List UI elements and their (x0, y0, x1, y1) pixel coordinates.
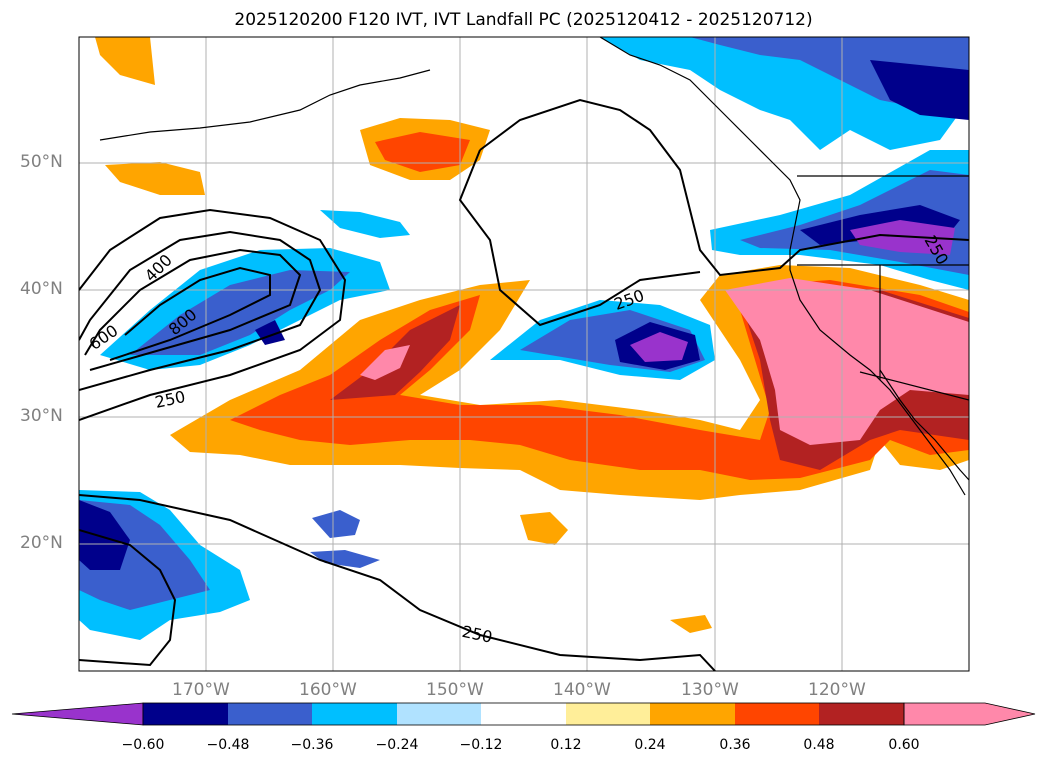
colorbar-extend-max (903, 702, 1036, 726)
ar-pink-west (360, 345, 410, 380)
orange-patch-west (105, 162, 205, 195)
orange-patch-corner (95, 37, 155, 85)
colorbar-bin (735, 703, 819, 725)
colorbar-bin (228, 703, 312, 725)
ivt-contours (79, 98, 969, 671)
ar-pink-core (725, 278, 969, 445)
lon-label: 170°W (172, 680, 230, 700)
colorbar-tick-label: −0.24 (375, 737, 419, 753)
colorbar-frame (142, 702, 905, 726)
lon-label: 150°W (426, 680, 484, 700)
blue-field-hawaii-2 (310, 550, 380, 568)
lat-label: 50°N (20, 152, 63, 172)
lat-label: 20°N (20, 533, 63, 553)
lat-label: 40°N (20, 279, 63, 299)
colorbar-tick-label: −0.60 (121, 737, 165, 753)
red-patch-north (375, 132, 470, 172)
contour-800 (109, 266, 271, 361)
lon-label: 130°W (681, 680, 739, 700)
contour-250-north (79, 208, 347, 421)
colorbar-tick-label: 0.48 (803, 737, 835, 753)
colorbar-tick-label: −0.36 (290, 737, 334, 753)
colorbar-bin (397, 703, 481, 725)
colorbar-tick-label: 0.24 (634, 737, 666, 753)
colorbar-bin (819, 703, 904, 725)
navy-field-north (870, 60, 969, 120)
orange-patch-south-2 (670, 615, 712, 633)
colorbar-tick-label: 0.60 (888, 737, 920, 753)
blue-field-hawaii (312, 510, 360, 538)
purple-field-central (630, 332, 688, 362)
colorbar-tick-label: −0.48 (206, 737, 250, 753)
colorbar-bin (650, 703, 735, 725)
ivt-shading (79, 37, 969, 640)
coastlines (99, 37, 969, 496)
colorbar-tick-label: 0.12 (550, 737, 582, 753)
contour-250-south (79, 494, 716, 671)
purple-field-oregon (850, 220, 955, 255)
contour-600 (84, 248, 302, 371)
orange-patch-south (520, 512, 568, 545)
colorbar-bin (566, 703, 650, 725)
lat-label: 30°N (20, 406, 63, 426)
colorbar-bin (312, 703, 397, 725)
lon-label: 160°W (299, 680, 357, 700)
navy-field-southwest (79, 500, 130, 570)
map-title: 2025120200 F120 IVT, IVT Landfall PC (20… (234, 10, 813, 30)
lon-label: 120°W (808, 680, 866, 700)
colorbar-bin (143, 703, 228, 725)
colorbar-bin (481, 703, 566, 725)
contour-250-central (479, 98, 969, 277)
colorbar-extend-min (11, 702, 144, 726)
colorbar (11, 702, 1036, 726)
lon-label: 140°W (553, 680, 611, 700)
contour-250-sw (79, 529, 177, 667)
blue-streak (320, 210, 410, 238)
contour-400 (79, 230, 322, 391)
contour-250-mid (458, 149, 701, 327)
colorbar-tick-label: 0.36 (719, 737, 751, 753)
colorbar-tick-label: −0.12 (459, 737, 503, 753)
map-border (78, 36, 970, 672)
